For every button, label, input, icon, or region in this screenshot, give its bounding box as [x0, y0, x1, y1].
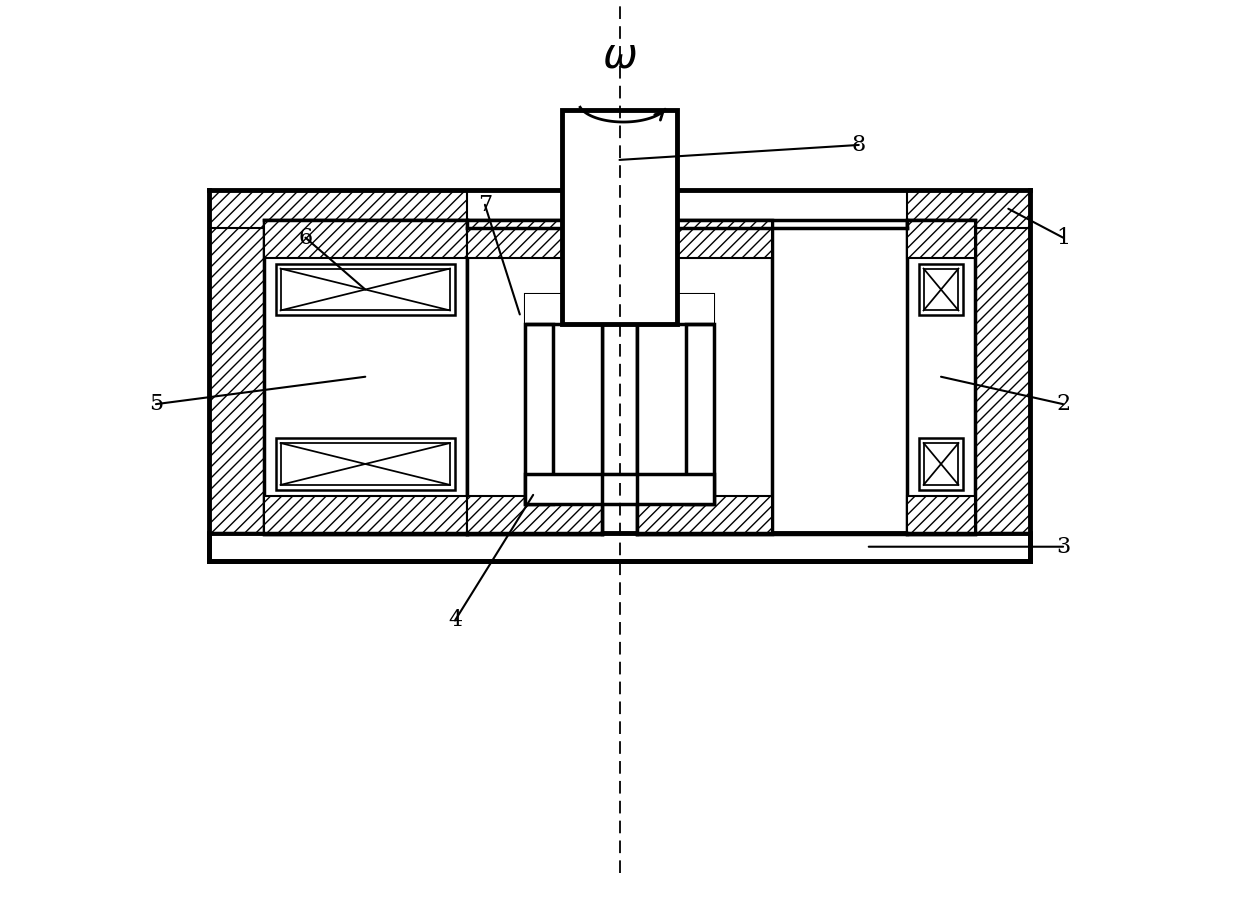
Bar: [686, 325, 714, 504]
Bar: [525, 474, 714, 504]
Bar: [602, 474, 637, 504]
Bar: [264, 220, 467, 534]
Bar: [525, 295, 602, 504]
Bar: [208, 190, 264, 533]
Bar: [637, 295, 714, 504]
Text: 2: 2: [1056, 394, 1070, 415]
Bar: [907, 496, 975, 534]
Bar: [602, 474, 637, 504]
Bar: [923, 268, 959, 311]
Text: 5: 5: [149, 394, 164, 415]
Bar: [264, 496, 467, 534]
Bar: [907, 220, 975, 534]
Bar: [280, 268, 450, 311]
Bar: [275, 438, 455, 490]
Text: 7: 7: [478, 194, 492, 215]
Text: $\omega$: $\omega$: [602, 35, 637, 76]
Bar: [918, 264, 964, 315]
Text: 4: 4: [449, 610, 462, 632]
Bar: [208, 533, 1031, 561]
Bar: [637, 220, 772, 534]
Bar: [525, 295, 602, 504]
Text: 3: 3: [1056, 535, 1070, 558]
Bar: [975, 190, 1031, 533]
Bar: [264, 220, 467, 257]
Bar: [208, 190, 467, 227]
Bar: [467, 220, 602, 257]
Bar: [525, 325, 553, 504]
Bar: [467, 220, 602, 534]
Bar: [923, 443, 959, 484]
Bar: [280, 443, 450, 484]
Text: 6: 6: [299, 226, 312, 249]
Text: 8: 8: [851, 134, 866, 156]
Bar: [637, 220, 772, 257]
Bar: [918, 438, 964, 490]
Bar: [907, 220, 975, 257]
Bar: [467, 496, 602, 534]
Text: 1: 1: [1056, 226, 1070, 249]
Bar: [275, 264, 455, 315]
Bar: [637, 295, 714, 504]
Bar: [907, 190, 1031, 227]
Bar: [561, 110, 678, 325]
Bar: [637, 496, 772, 534]
